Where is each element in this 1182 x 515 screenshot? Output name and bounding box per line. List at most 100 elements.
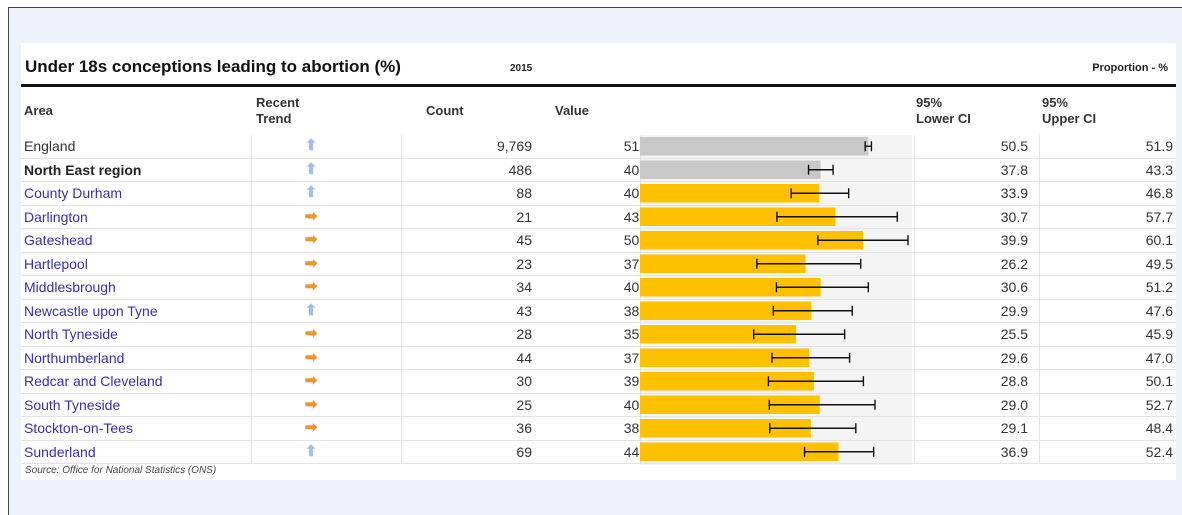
table-row[interactable]: Stockton-on-Tees ➡ 36 38.3 29.1 48.4 (21, 417, 1176, 441)
table-row[interactable]: Gateshead ➡ 45 50.0 39.9 60.1 (21, 229, 1176, 253)
upper-ci-value: 43.3 (1145, 161, 1173, 178)
trend-right-arrow-icon[interactable]: ➡ (304, 207, 318, 225)
area-name[interactable]: Sunderland (24, 443, 96, 460)
area-name[interactable]: Newcastle upon Tyne (24, 302, 158, 319)
value-bar[interactable] (640, 137, 869, 156)
upper-ci-value: 47.6 (1145, 302, 1173, 319)
confidence-interval (803, 446, 875, 457)
title-rule (21, 84, 1176, 87)
trend-up-arrow-icon[interactable]: ⬆ (304, 184, 318, 201)
column-separator (251, 135, 252, 464)
confidence-interval (776, 211, 898, 222)
count-value: 36 (516, 420, 532, 436)
count-value: 21 (516, 208, 532, 225)
area-name[interactable]: North Tyneside (24, 326, 118, 342)
lower-ci-value: 29.9 (1000, 302, 1028, 319)
count-value: 44 (516, 349, 532, 366)
count-value: 9,769 (496, 138, 532, 154)
value-bar[interactable] (640, 254, 806, 274)
count-value: 28 (516, 326, 532, 342)
upper-ci-value: 46.8 (1145, 185, 1173, 201)
column-separator (914, 135, 915, 464)
value-bar[interactable] (640, 184, 820, 203)
value-bar[interactable] (640, 301, 812, 321)
table-row[interactable]: County Durham ⬆ 88 40.2 33.9 46.8 (21, 182, 1176, 206)
trend-header-line2: Trend (256, 111, 292, 126)
upper-ci-value: 60.1 (1145, 232, 1173, 248)
upper-ci-value: 57.7 (1145, 208, 1173, 225)
trend-right-arrow-icon[interactable]: ➡ (304, 325, 318, 342)
lower-ci-value: 26.2 (1000, 255, 1028, 272)
area-name[interactable]: Northumberland (24, 349, 125, 366)
measure-label: Proportion - % (1092, 62, 1168, 74)
count-value: 30 (516, 373, 532, 389)
table-row[interactable]: Northumberland ➡ 44 37.9 29.6 47.0 (21, 347, 1176, 370)
trend-up-arrow-icon[interactable]: ⬆ (304, 160, 318, 178)
value-bar[interactable] (640, 372, 814, 391)
area-name[interactable]: South Tyneside (24, 396, 121, 413)
trend-up-arrow-icon[interactable]: ⬆ (304, 301, 318, 319)
lower-ci-value: 29.6 (1000, 349, 1028, 366)
upper-ci-value: 51.2 (1145, 279, 1173, 295)
column-header-count[interactable]: Count (426, 103, 464, 118)
trend-right-arrow-icon[interactable]: ➡ (304, 372, 318, 389)
column-header-lower-ci[interactable]: 95% Lower CI (916, 95, 971, 127)
count-value: 486 (508, 161, 532, 178)
table-row[interactable]: Newcastle upon Tyne ⬆ 43 38.4 29.9 47.6 (21, 300, 1176, 323)
lower-ci-value: 36.9 (1000, 443, 1028, 460)
lower-ci-value: 28.8 (1000, 373, 1028, 389)
source-note: Source: Office for National Statistics (… (25, 465, 217, 476)
value-bar[interactable] (640, 278, 821, 297)
trend-right-arrow-icon[interactable]: ➡ (304, 231, 318, 248)
area-name[interactable]: Redcar and Cleveland (24, 373, 163, 389)
lower-ci-value: 30.6 (1000, 279, 1028, 295)
count-value: 43 (516, 302, 532, 319)
area-name[interactable]: Stockton-on-Tees (24, 420, 133, 436)
column-header-upper-ci[interactable]: 95% Upper CI (1042, 95, 1096, 127)
table-row[interactable]: Redcar and Cleveland ➡ 30 39.0 28.8 50.1 (21, 370, 1176, 394)
area-name[interactable]: County Durham (24, 185, 123, 201)
area-name: North East region (24, 161, 142, 178)
area-name[interactable]: Darlington (24, 208, 88, 225)
trend-right-arrow-icon[interactable]: ➡ (304, 278, 318, 295)
upper-ci-value: 47.0 (1145, 349, 1173, 366)
column-header-trend[interactable]: Recent Trend (256, 95, 299, 127)
table-row[interactable]: Darlington ➡ 21 43.8 30.7 57.7 (21, 206, 1176, 229)
area-name[interactable]: Hartlepool (24, 255, 88, 272)
value-bar[interactable] (640, 231, 863, 250)
column-header-area[interactable]: Area (24, 103, 53, 118)
table-row[interactable]: North Tyneside ➡ 28 35.0 25.5 45.9 (21, 323, 1176, 347)
value-bar[interactable] (640, 442, 839, 462)
value-bar[interactable] (640, 395, 820, 415)
indicator-panel: Under 18s conceptions leading to abortio… (21, 43, 1176, 480)
lower-ci-value: 33.9 (1000, 185, 1028, 201)
value-bar[interactable] (640, 207, 836, 227)
confidence-interval (864, 141, 873, 152)
trend-up-arrow-icon[interactable]: ⬆ (304, 442, 318, 460)
value-bar[interactable] (640, 325, 797, 344)
column-header-value[interactable]: Value (555, 103, 589, 118)
upper-ci-value: 51.9 (1145, 138, 1173, 154)
column-separator (1039, 135, 1040, 464)
trend-right-arrow-icon[interactable]: ➡ (304, 348, 318, 366)
area-name[interactable]: Middlesbrough (24, 279, 116, 295)
trend-up-arrow-icon[interactable]: ⬆ (304, 137, 318, 154)
upper-ci-value: 49.5 (1145, 255, 1173, 272)
confidence-interval (817, 235, 909, 246)
lower-ci-header-line1: 95% (916, 95, 943, 110)
table-row[interactable]: Hartlepool ➡ 23 37.1 26.2 49.5 (21, 253, 1176, 276)
chart-title: Under 18s conceptions leading to abortio… (25, 57, 401, 76)
trend-right-arrow-icon[interactable]: ➡ (304, 395, 318, 413)
upper-ci-header-line1: 95% (1042, 95, 1069, 110)
trend-right-arrow-icon[interactable]: ➡ (304, 419, 318, 436)
table-row[interactable]: North East region ⬆ 486 40.5 37.8 43.3 (21, 159, 1176, 182)
value-bar[interactable] (640, 160, 821, 180)
confidence-interval (753, 329, 846, 340)
area-name[interactable]: Gateshead (24, 232, 93, 248)
trend-right-arrow-icon[interactable]: ➡ (304, 254, 318, 272)
column-separator (401, 135, 402, 464)
value-bar[interactable] (640, 419, 811, 438)
upper-ci-value: 48.4 (1145, 420, 1173, 436)
value-bar[interactable] (640, 348, 809, 368)
lower-ci-value: 30.7 (1000, 208, 1028, 225)
